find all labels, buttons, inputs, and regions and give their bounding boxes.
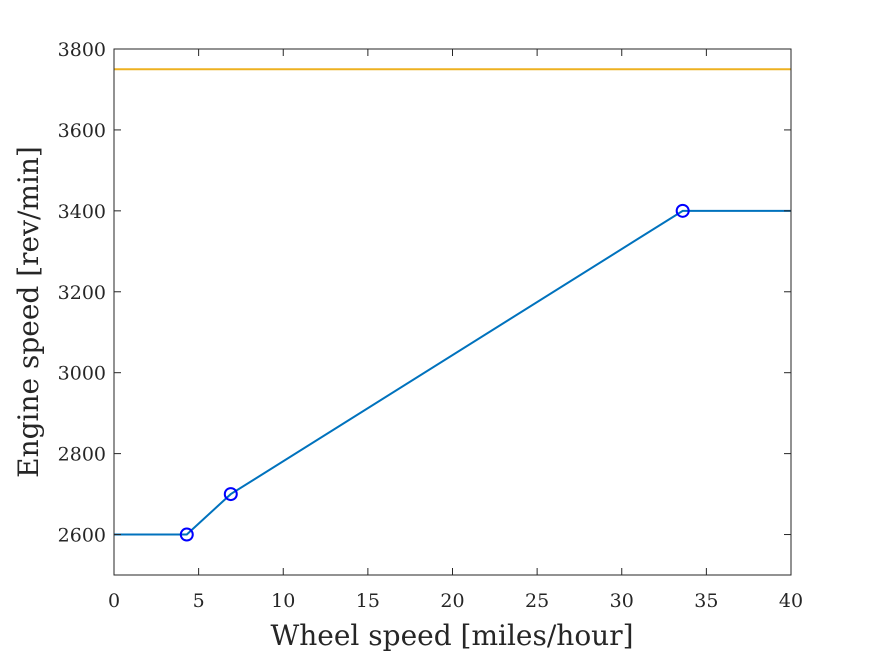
series-line-1 bbox=[114, 209, 791, 536]
y-axis: 2600 2800 3000 3200 3400 3600 3800 bbox=[58, 39, 791, 547]
x-tick-label: 5 bbox=[193, 590, 205, 612]
x-tick-label: 20 bbox=[440, 590, 464, 612]
y-tick-label: 3800 bbox=[58, 39, 106, 61]
y-tick-label: 3600 bbox=[58, 120, 106, 142]
plot-background bbox=[114, 49, 791, 575]
y-tick-label: 3200 bbox=[58, 282, 106, 304]
y-tick-label: 3000 bbox=[58, 363, 106, 385]
x-tick-label: 30 bbox=[610, 590, 634, 612]
data-point-marker bbox=[675, 203, 690, 218]
x-tick-label: 25 bbox=[525, 590, 549, 612]
y-tick-label: 2800 bbox=[58, 444, 106, 466]
x-tick-label: 0 bbox=[108, 590, 120, 612]
x-tick-label: 15 bbox=[356, 590, 380, 612]
x-tick-label: 40 bbox=[779, 590, 803, 612]
data-point-marker bbox=[223, 487, 238, 502]
x-axis-title: Wheel speed [miles/hour] bbox=[270, 619, 633, 652]
x-axis: 0 5 10 15 20 25 30 35 40 bbox=[108, 49, 803, 612]
x-tick-label: 35 bbox=[694, 590, 718, 612]
data-point-marker bbox=[179, 527, 194, 542]
x-tick-label: 10 bbox=[271, 590, 295, 612]
y-tick-label: 2600 bbox=[58, 525, 106, 547]
y-axis-title: Engine speed [rev/min] bbox=[12, 146, 45, 478]
series-layer bbox=[114, 68, 791, 542]
y-tick-label: 3400 bbox=[58, 201, 106, 223]
